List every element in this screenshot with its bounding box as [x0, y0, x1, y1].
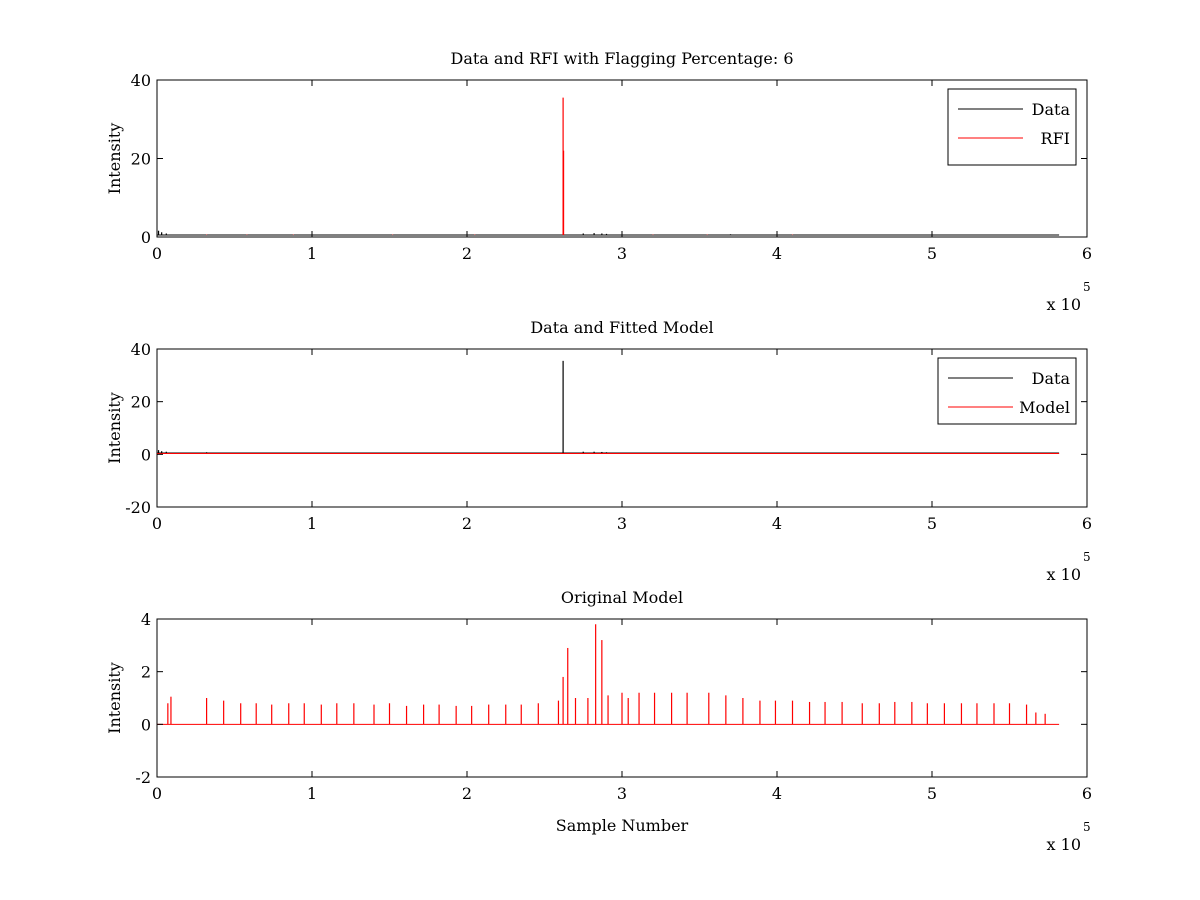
series-data — [157, 230, 1060, 236]
x-tick-label: 2 — [462, 784, 472, 803]
x-tick-label: 4 — [772, 244, 782, 263]
x-tick-label: 1 — [307, 244, 317, 263]
x-multiplier-exponent: 5 — [1083, 550, 1091, 564]
y-tick-label: 0 — [141, 228, 151, 247]
legend-box — [937, 357, 1077, 425]
x-tick-label: 3 — [617, 244, 627, 263]
legend-label-data: Data — [1032, 369, 1071, 388]
y-tick-label: 0 — [141, 445, 151, 464]
x-tick-label: 6 — [1082, 244, 1092, 263]
x-tick-label: 0 — [152, 244, 162, 263]
x-tick-label: 3 — [617, 514, 627, 533]
axes-frame — [156, 348, 1088, 508]
x-tick-label: 1 — [307, 514, 317, 533]
legend-box — [947, 88, 1077, 166]
x-multiplier-exponent: 5 — [1083, 820, 1091, 834]
x-tick-label: 0 — [152, 514, 162, 533]
y-tick-label: 0 — [141, 715, 151, 734]
x-tick-label: 2 — [462, 244, 472, 263]
y-tick-label: 40 — [131, 71, 151, 90]
y-tick-label: 2 — [141, 663, 151, 682]
x-tick-label: 5 — [927, 244, 937, 263]
x-multiplier-label: x 10 — [1047, 565, 1081, 584]
chart-title: Original Model — [561, 588, 683, 607]
legend-label-data: Data — [1032, 100, 1071, 119]
x-tick-label: 5 — [927, 514, 937, 533]
x-tick-label: 3 — [617, 784, 627, 803]
x-tick-label: 4 — [772, 514, 782, 533]
series-rfi — [206, 97, 794, 236]
x-multiplier-exponent: 5 — [1083, 280, 1091, 294]
series-data — [157, 360, 1060, 454]
x-tick-label: 6 — [1082, 514, 1092, 533]
legend-label-model: Model — [1019, 398, 1070, 417]
x-tick-label: 4 — [772, 784, 782, 803]
x-axis-label: Sample Number — [556, 816, 689, 835]
series-model — [157, 624, 1060, 725]
x-multiplier-label: x 10 — [1047, 835, 1081, 854]
y-axis-label: Intensity — [105, 662, 124, 734]
x-tick-label: 5 — [927, 784, 937, 803]
legend: Data RFI — [947, 88, 1077, 166]
y-tick-label: -2 — [135, 768, 151, 787]
y-tick-label: 40 — [131, 340, 151, 359]
axes-frame — [156, 79, 1088, 238]
x-multiplier-label: x 10 — [1047, 295, 1081, 314]
y-tick-label: 20 — [131, 150, 151, 169]
x-tick-label: 1 — [307, 784, 317, 803]
legend: Data Model — [937, 357, 1077, 425]
y-tick-label: -20 — [125, 498, 151, 517]
legend-label-rfi: RFI — [1041, 129, 1070, 148]
y-tick-label: 20 — [131, 393, 151, 412]
y-axis-label: Intensity — [105, 123, 124, 195]
x-tick-label: 6 — [1082, 784, 1092, 803]
y-tick-label: 4 — [141, 610, 151, 629]
x-tick-label: 0 — [152, 784, 162, 803]
x-tick-label: 2 — [462, 514, 472, 533]
y-axis-label: Intensity — [105, 392, 124, 464]
chart-title: Data and Fitted Model — [530, 318, 713, 337]
chart-title: Data and RFI with Flagging Percentage: 6 — [450, 49, 793, 68]
